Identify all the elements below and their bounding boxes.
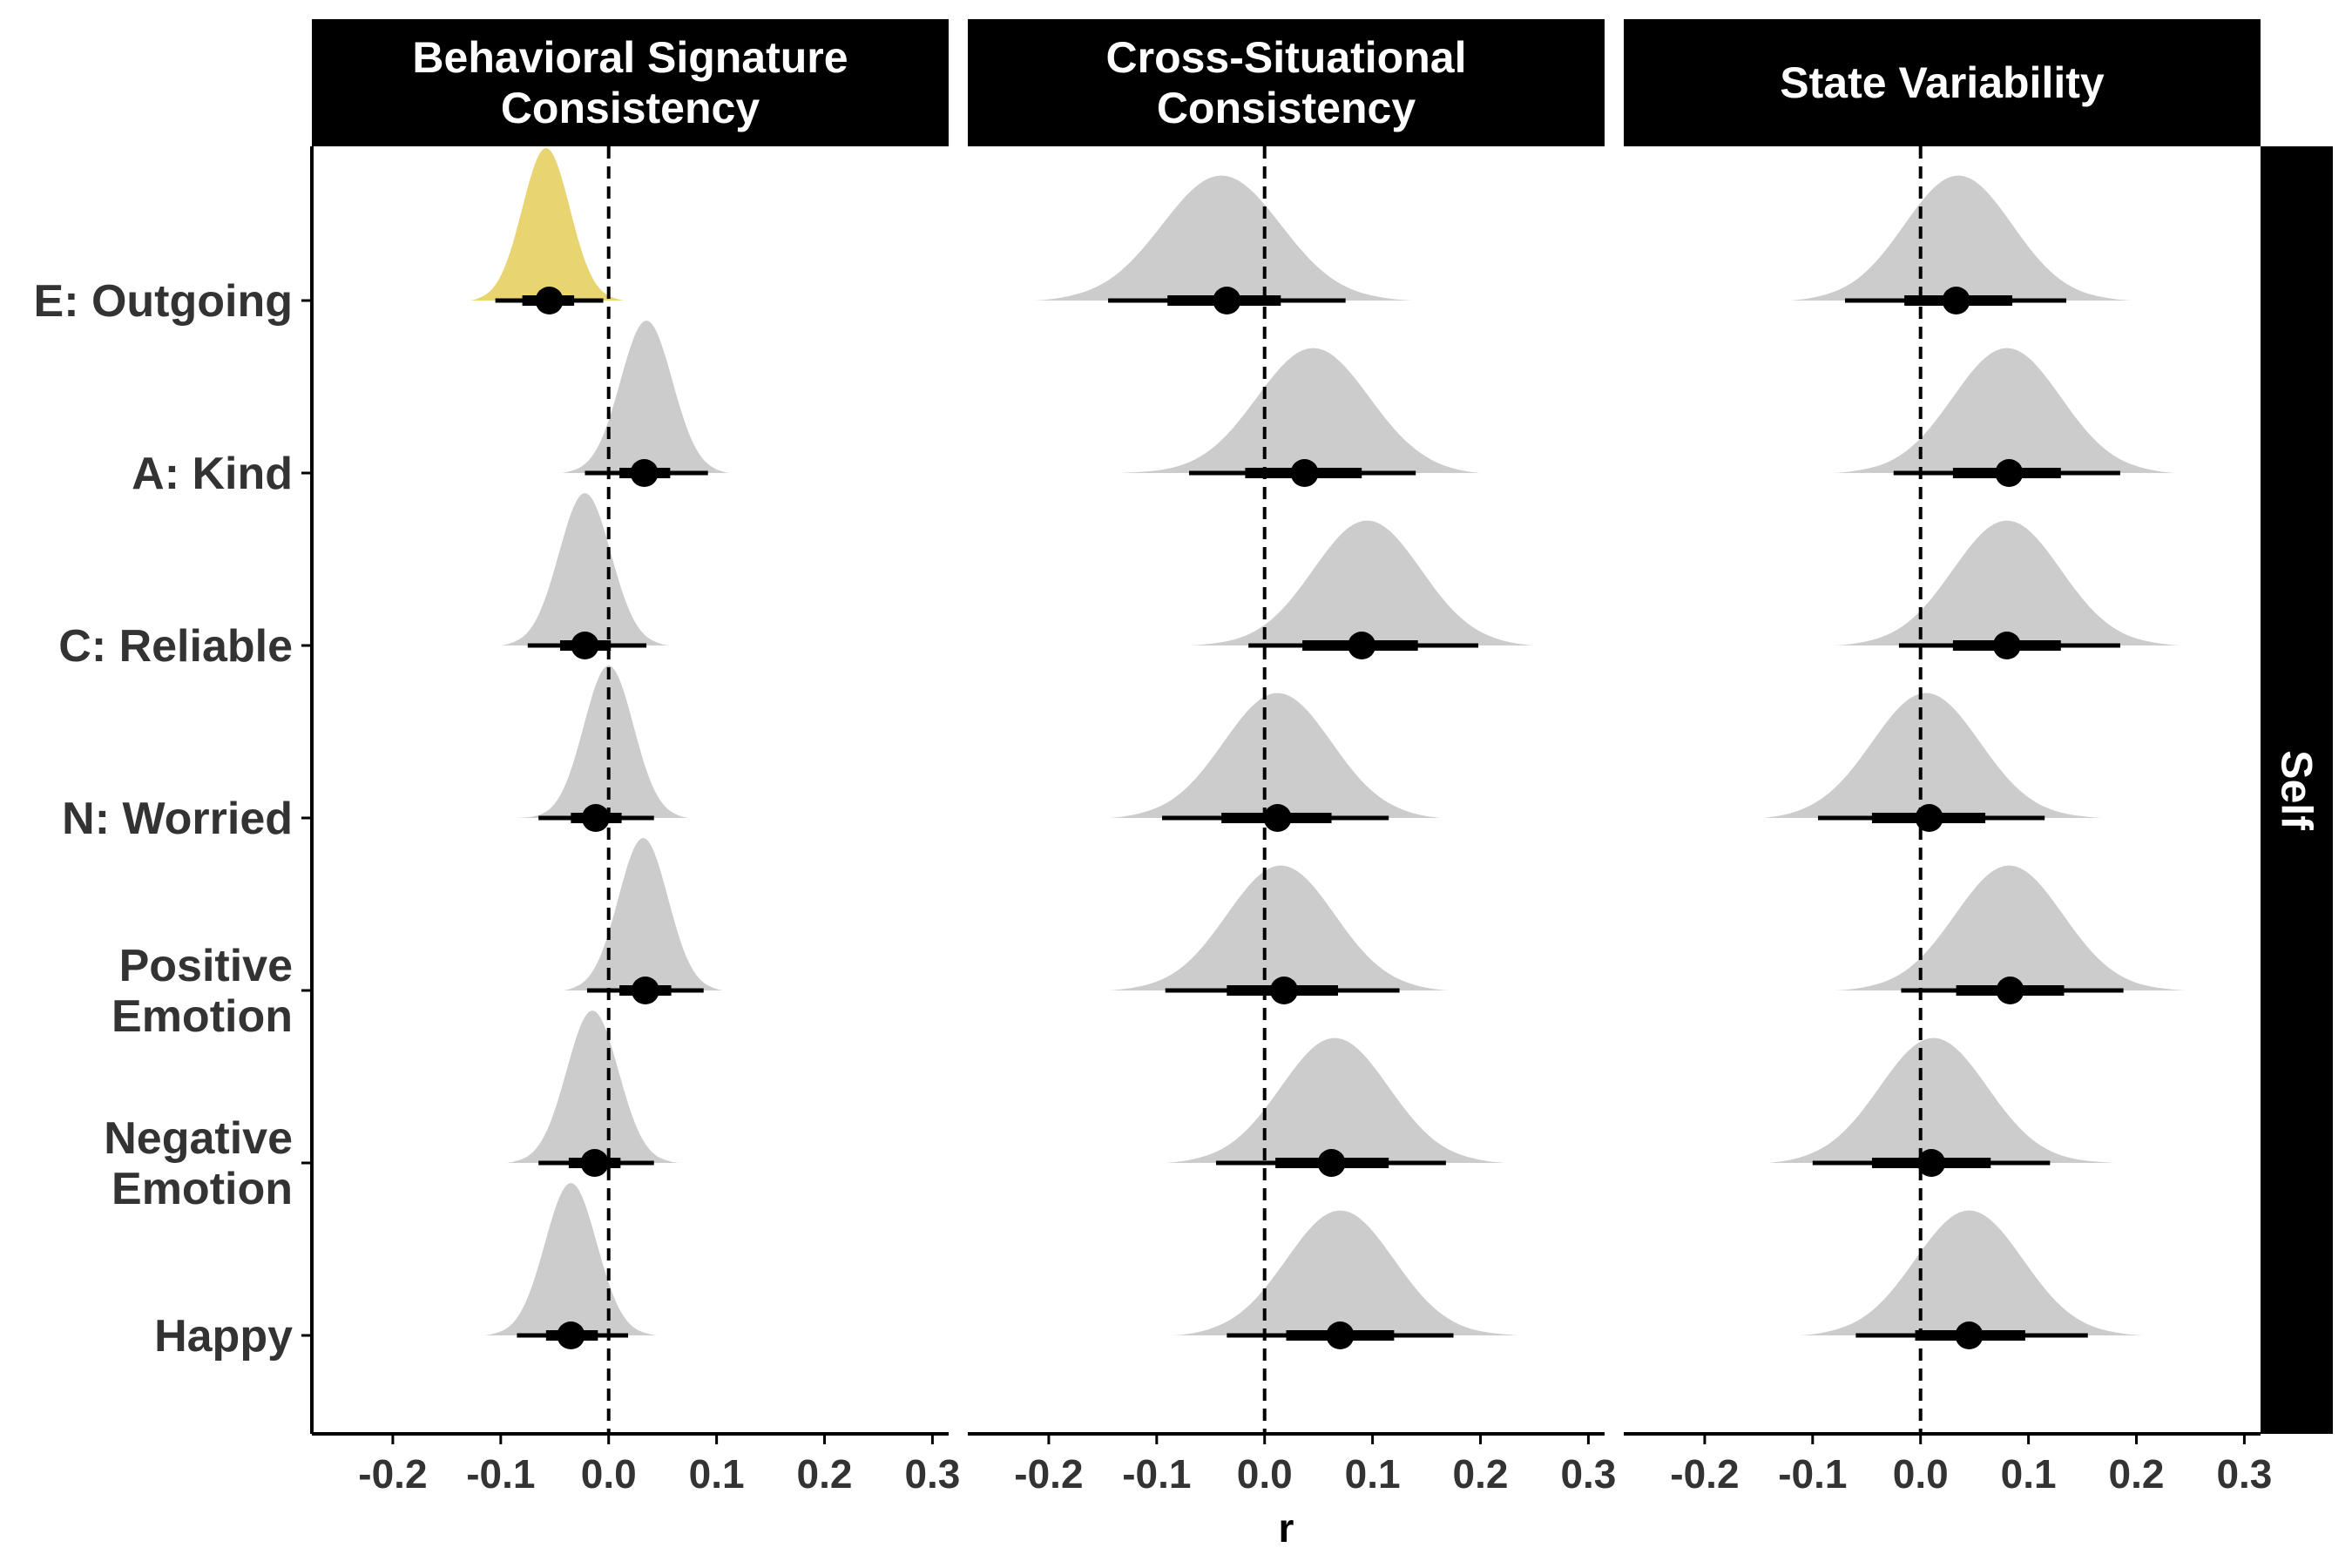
density-slab [1796, 865, 2234, 990]
density-slab [1742, 693, 2147, 818]
y-tick-label: Happy [154, 1311, 293, 1362]
x-tick-label: -0.2 [1670, 1451, 1739, 1497]
x-tick-label: 0.1 [2001, 1451, 2057, 1497]
y-tick-label: Positive [119, 941, 293, 991]
point-estimate [1263, 804, 1292, 832]
point-estimate [1270, 977, 1299, 1004]
density-slab [538, 321, 749, 473]
x-tick-label: 0.0 [1237, 1451, 1293, 1497]
point-estimate [1317, 1149, 1346, 1177]
point-estimate [1992, 632, 2021, 659]
point-estimate [1290, 459, 1319, 487]
x-tick-label: -0.1 [1778, 1451, 1847, 1497]
density-slab [479, 666, 712, 818]
x-tick-label: -0.1 [1122, 1451, 1191, 1497]
point-estimate [571, 632, 599, 659]
facet-title: Consistency [1157, 84, 1416, 132]
x-tick-label: 0.1 [1345, 1451, 1401, 1497]
density-slab [1000, 175, 1454, 301]
facet-title: Behavioral Signature [412, 33, 848, 82]
density-slab [1769, 1210, 2180, 1335]
density-slab [452, 148, 647, 301]
point-estimate [1996, 977, 2024, 1004]
point-estimate [557, 1321, 585, 1349]
point-estimate [580, 1149, 609, 1177]
x-tick-label: -0.1 [466, 1451, 535, 1497]
point-estimate [1213, 287, 1241, 314]
x-tick-label: 0.3 [2216, 1451, 2272, 1497]
facet-strip [968, 19, 1605, 146]
x-tick-label: 0.3 [1560, 1451, 1616, 1497]
point-estimate [1326, 1321, 1355, 1349]
density-slab [1081, 693, 1459, 818]
x-tick-label: 0.2 [797, 1451, 853, 1497]
x-tick-label: 0.2 [1453, 1451, 1509, 1497]
row-facet-title: Self [2273, 750, 2322, 830]
facet-strip [1624, 19, 2261, 146]
density-slab [1135, 1037, 1540, 1163]
density-slab [1796, 348, 2207, 473]
point-estimate [1917, 1149, 1946, 1177]
x-tick-label: 0.2 [2109, 1451, 2165, 1497]
density-slab [457, 1183, 685, 1335]
point-estimate [1955, 1321, 1984, 1349]
point-estimate [1348, 632, 1376, 659]
point-estimate [535, 287, 564, 314]
x-axis-title: r [1279, 1505, 1294, 1551]
density-slab [544, 838, 744, 990]
y-tick-label: Emotion [112, 991, 293, 1042]
point-estimate [1915, 804, 1943, 832]
density-slab [479, 493, 690, 645]
density-slab [1742, 1037, 2169, 1163]
point-estimate [630, 459, 659, 487]
y-tick-label: E: Outgoing [34, 276, 293, 327]
row-facet-strip [2261, 146, 2333, 1434]
y-tick-label: C: Reliable [58, 621, 293, 672]
density-slab [1151, 1210, 1567, 1335]
x-tick-label: -0.2 [358, 1451, 427, 1497]
facet-title: Consistency [501, 84, 760, 132]
density-slab [1796, 520, 2223, 645]
facet-strip [312, 19, 949, 146]
x-tick-label: 0.0 [1893, 1451, 1949, 1497]
point-estimate [1995, 459, 2024, 487]
y-tick-label: A: Kind [132, 449, 293, 499]
point-estimate [581, 804, 610, 832]
density-slab [1146, 520, 1562, 645]
density-slab [1070, 865, 1476, 990]
point-estimate [631, 977, 659, 1004]
facet-title: State Variability [1780, 58, 2105, 107]
x-tick-label: 0.1 [689, 1451, 745, 1497]
facet-title: Cross-Situational [1106, 33, 1467, 82]
x-tick-label: 0.3 [904, 1451, 960, 1497]
density-slab [1758, 175, 2169, 301]
y-tick-label: N: Worried [62, 794, 293, 844]
x-tick-label: 0.0 [581, 1451, 637, 1497]
x-tick-label: -0.2 [1014, 1451, 1083, 1497]
y-tick-label: Emotion [112, 1164, 293, 1214]
density-slab [1059, 348, 1491, 473]
point-estimate [1942, 287, 1970, 314]
density-slab [479, 1010, 706, 1163]
y-tick-label: Negative [104, 1113, 293, 1164]
